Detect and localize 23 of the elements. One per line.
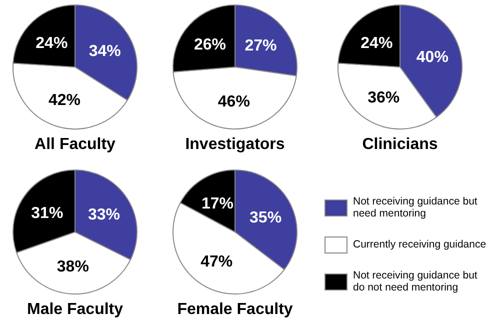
legend-label: Not receiving guidance but do not need mentoring bbox=[353, 270, 478, 294]
data-label: 42% bbox=[48, 92, 80, 110]
data-label: 33% bbox=[88, 206, 120, 224]
text: Female Faculty bbox=[177, 301, 293, 318]
text: All Faculty bbox=[34, 136, 116, 153]
data-label: 36% bbox=[368, 89, 400, 106]
data-label: 34% bbox=[88, 43, 121, 60]
data-label: 24% bbox=[360, 34, 393, 52]
legend-label: Not receiving guidance but need mentoring bbox=[353, 196, 478, 220]
data-label: 27% bbox=[244, 37, 277, 54]
text: Male Faculty bbox=[26, 301, 124, 318]
data-label: 24% bbox=[36, 34, 68, 52]
data-label: 38% bbox=[56, 258, 89, 276]
text: Investigators bbox=[185, 136, 285, 153]
legend-label: Currently receiving guidance bbox=[353, 238, 486, 251]
data-label: 17% bbox=[201, 195, 234, 212]
text: Clinicians bbox=[362, 136, 438, 153]
data-label: 26% bbox=[194, 36, 226, 54]
data-label: 47% bbox=[200, 253, 233, 270]
data-label: 31% bbox=[31, 204, 64, 222]
data-label: 35% bbox=[250, 209, 282, 226]
data-label: 40% bbox=[416, 49, 448, 66]
data-label: 46% bbox=[218, 94, 250, 111]
